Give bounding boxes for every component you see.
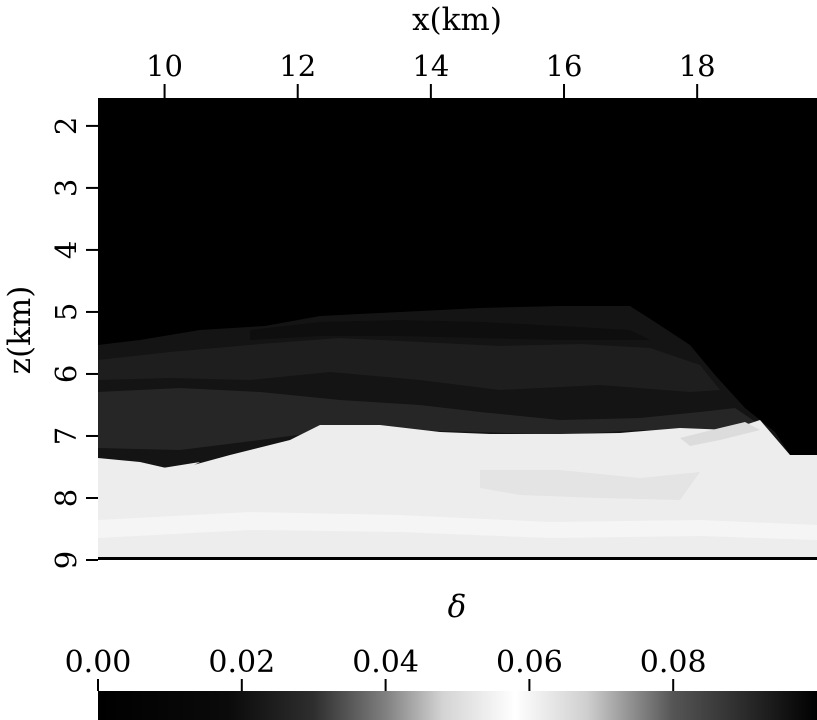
y-tick-label: 3 [49,179,83,197]
x-tick-label: 14 [412,49,449,83]
x-axis-title: x(km) [412,2,502,38]
colorbar-tick-label: 0.06 [496,645,563,680]
x-axis-ticks: 10 12 14 16 18 [146,49,716,98]
colorbar-title: δ [448,589,467,625]
colorbar-tick-label: 0.02 [208,645,275,680]
light-streak-2 [680,422,760,446]
dark-layer-band-3 [250,320,650,340]
y-tick-label: 8 [49,489,83,507]
x-tick-label: 10 [146,49,183,83]
x-tick-label: 18 [679,49,716,83]
y-tick-label: 9 [49,551,83,569]
colorbar [98,691,817,720]
colorbar-tick-label: 0.00 [65,645,132,680]
x-tick-label: 16 [546,49,583,83]
y-tick-label: 4 [49,241,83,259]
colorbar-tick-label: 0.04 [352,645,419,680]
light-streak-3 [98,512,817,540]
dark-layer-band-2 [98,388,760,450]
x-tick-label: 12 [279,49,316,83]
delta-section-image [98,98,817,560]
y-axis-title: z(km) [2,286,38,375]
light-streak-1 [98,462,200,490]
light-streak-4 [480,470,700,500]
y-tick-label: 7 [49,427,83,445]
y-tick-label: 2 [49,117,83,135]
y-tick-label: 6 [49,365,83,383]
colorbar-ticks: 0.00 0.02 0.04 0.06 0.08 [65,645,707,691]
y-axis-ticks: 2 3 4 5 6 7 8 9 [49,117,98,569]
y-tick-label: 5 [49,303,83,321]
colorbar-tick-label: 0.08 [640,645,707,680]
dark-layer-band-1 [98,338,720,392]
